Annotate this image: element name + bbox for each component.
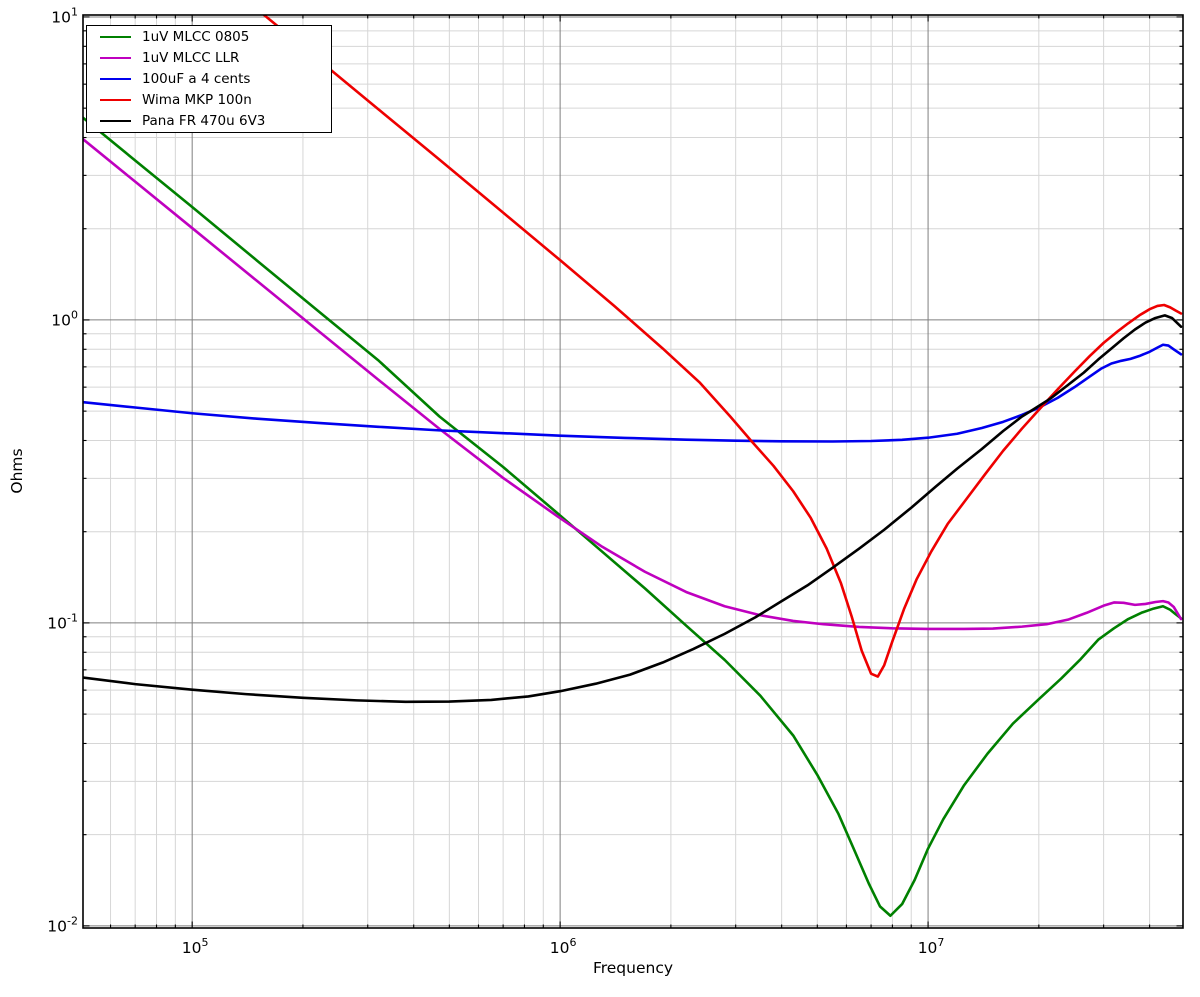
legend-label: 1uV MLCC LLR <box>142 49 240 66</box>
legend-item: Pana FR 470u 6V3 <box>87 111 331 132</box>
y-axis-title: Ohms <box>8 448 26 493</box>
series-line-1uv-mlcc-0805 <box>83 116 1183 918</box>
legend-line-swatch <box>100 35 131 38</box>
legend-item: 100uF a 4 cents <box>87 68 331 89</box>
plot-frame <box>82 14 1184 929</box>
legend-line-swatch <box>100 56 131 59</box>
legend-line-swatch <box>100 120 131 123</box>
tick-marks <box>83 15 1183 928</box>
series-line-1uv-mlcc-llr <box>83 137 1183 631</box>
series-line-100uf-a-4-cents <box>83 343 1183 443</box>
series-line-wima-mkp-100n <box>262 15 1183 678</box>
legend-label: 100uF a 4 cents <box>142 71 251 87</box>
minor-gridlines <box>83 15 1183 928</box>
legend-label: Pana FR 470u 6V3 <box>142 113 266 130</box>
major-gridlines <box>83 15 1183 928</box>
legend-line-swatch <box>100 99 131 102</box>
x-axis-title: Frequency <box>593 959 673 977</box>
legend-item: 1uV MLCC 0805 <box>87 26 331 47</box>
series-line-pana-fr-470u-6v3 <box>83 314 1183 704</box>
legend: 1uV MLCC 0805 1uV MLCC LLR 100uF a 4 cents… <box>86 25 332 133</box>
legend-item: 1uV MLCC LLR <box>87 47 331 68</box>
legend-label: 1uV MLCC 0805 <box>142 28 250 45</box>
legend-item: Wima MKP 100n <box>87 90 331 111</box>
legend-label: Wima MKP 100n <box>142 92 252 109</box>
data-series-layer <box>83 15 1183 918</box>
legend-line-swatch <box>100 78 131 80</box>
